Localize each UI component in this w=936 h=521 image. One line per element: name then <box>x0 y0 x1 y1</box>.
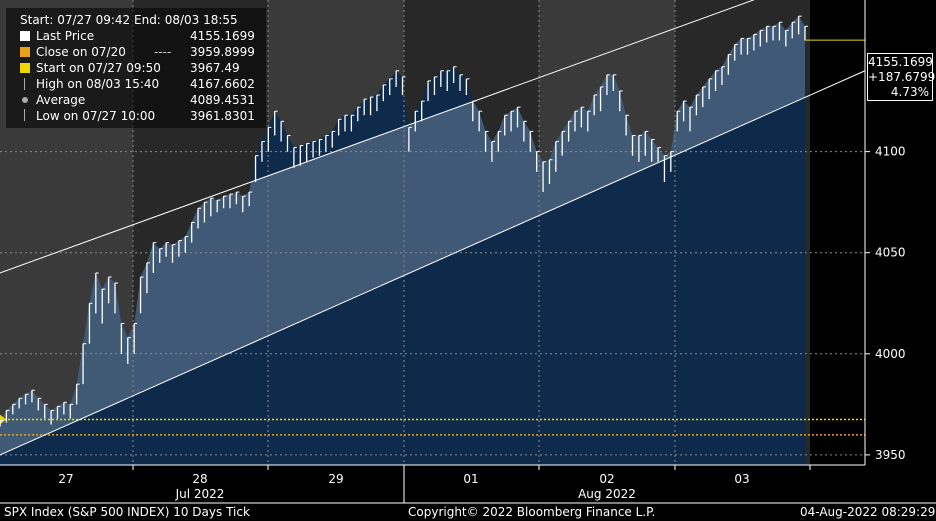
channel-lower-line <box>0 70 866 456</box>
legend-label: Start on 07/27 09:50 <box>36 61 161 75</box>
legend-value: 3961.8301 <box>190 109 255 123</box>
average-marker-icon <box>22 97 28 103</box>
footer-security: SPX Index (S&P 500 INDEX) 10 Days Tick <box>4 505 250 519</box>
end-value: 08/03 18:55 <box>164 13 238 27</box>
footer-timestamp: 04-Aug-2022 08:29:29 <box>800 505 936 519</box>
legend-row-last-price: Last Price 4155.1699 <box>20 28 262 44</box>
price-change-pct: 4.73% <box>890 85 929 99</box>
last-price-value: 4155.1699 <box>868 55 933 69</box>
price-area <box>0 16 805 465</box>
last-price-box: 4155.1699 +187.6799 4.73% <box>867 53 936 101</box>
legend-value: 4167.6602 <box>190 77 255 91</box>
y-tick-label: 4100 <box>875 145 906 159</box>
legend-label: Average <box>36 93 86 107</box>
y-tick-label: 3950 <box>875 448 906 462</box>
legend-label: High on 08/03 15:40 <box>36 77 160 91</box>
footer-copyright: Copyright© 2022 Bloomberg Finance L.P. <box>408 505 656 519</box>
start-label: Start: <box>20 13 54 27</box>
x-tick-label: 03 <box>734 472 749 486</box>
legend-label: Last Price <box>36 29 95 43</box>
legend-row-close: Close on 07/20 ---- 3959.8999 <box>20 44 262 60</box>
legend-label: Low on 07/27 10:00 <box>36 109 156 123</box>
channel-upper-line <box>0 0 755 274</box>
legend-row-low: Low on 07/27 10:00 3961.8301 <box>20 108 262 124</box>
x-tick-label: 29 <box>328 472 343 486</box>
close-swatch <box>20 47 30 57</box>
x-tick-label: 27 <box>58 472 73 486</box>
end-label: End: <box>134 13 161 27</box>
legend-label: Close on 07/20 <box>36 45 126 59</box>
price-change: +187.6799 <box>868 70 936 84</box>
x-tick-label: 02 <box>599 472 614 486</box>
legend-value: 3959.8999 <box>190 45 255 59</box>
legend-row-high: High on 08/03 15:40 4167.6602 <box>20 76 262 92</box>
y-tick-label: 4050 <box>875 246 906 260</box>
x-month-label: Jul 2022 <box>175 487 225 501</box>
start-swatch <box>20 63 30 73</box>
legend-row-start: Start on 07/27 09:50 3967.49 <box>20 60 262 76</box>
last-price-swatch <box>20 31 30 41</box>
legend-value: 3967.49 <box>190 61 240 75</box>
legend-value: 4155.1699 <box>190 29 255 43</box>
high-marker-icon <box>24 78 25 90</box>
x-tick-label: 01 <box>463 472 478 486</box>
x-month-label: Aug 2022 <box>578 487 636 501</box>
x-tick-label: 28 <box>192 472 207 486</box>
legend-header: Start: 07/27 09:42 End: 08/03 18:55 <box>20 12 238 28</box>
low-marker-icon <box>24 109 25 121</box>
legend-dash: ---- <box>154 45 172 59</box>
y-tick-label: 4000 <box>875 347 906 361</box>
legend-row-average: Average 4089.4531 <box>20 92 262 108</box>
start-value: 07/27 09:42 <box>57 13 131 27</box>
legend-value: 4089.4531 <box>190 93 255 107</box>
chart-legend: Start: 07/27 09:42 End: 08/03 18:55 Last… <box>6 8 266 128</box>
start-marker-icon <box>0 414 6 425</box>
after-hours-band <box>810 0 865 465</box>
